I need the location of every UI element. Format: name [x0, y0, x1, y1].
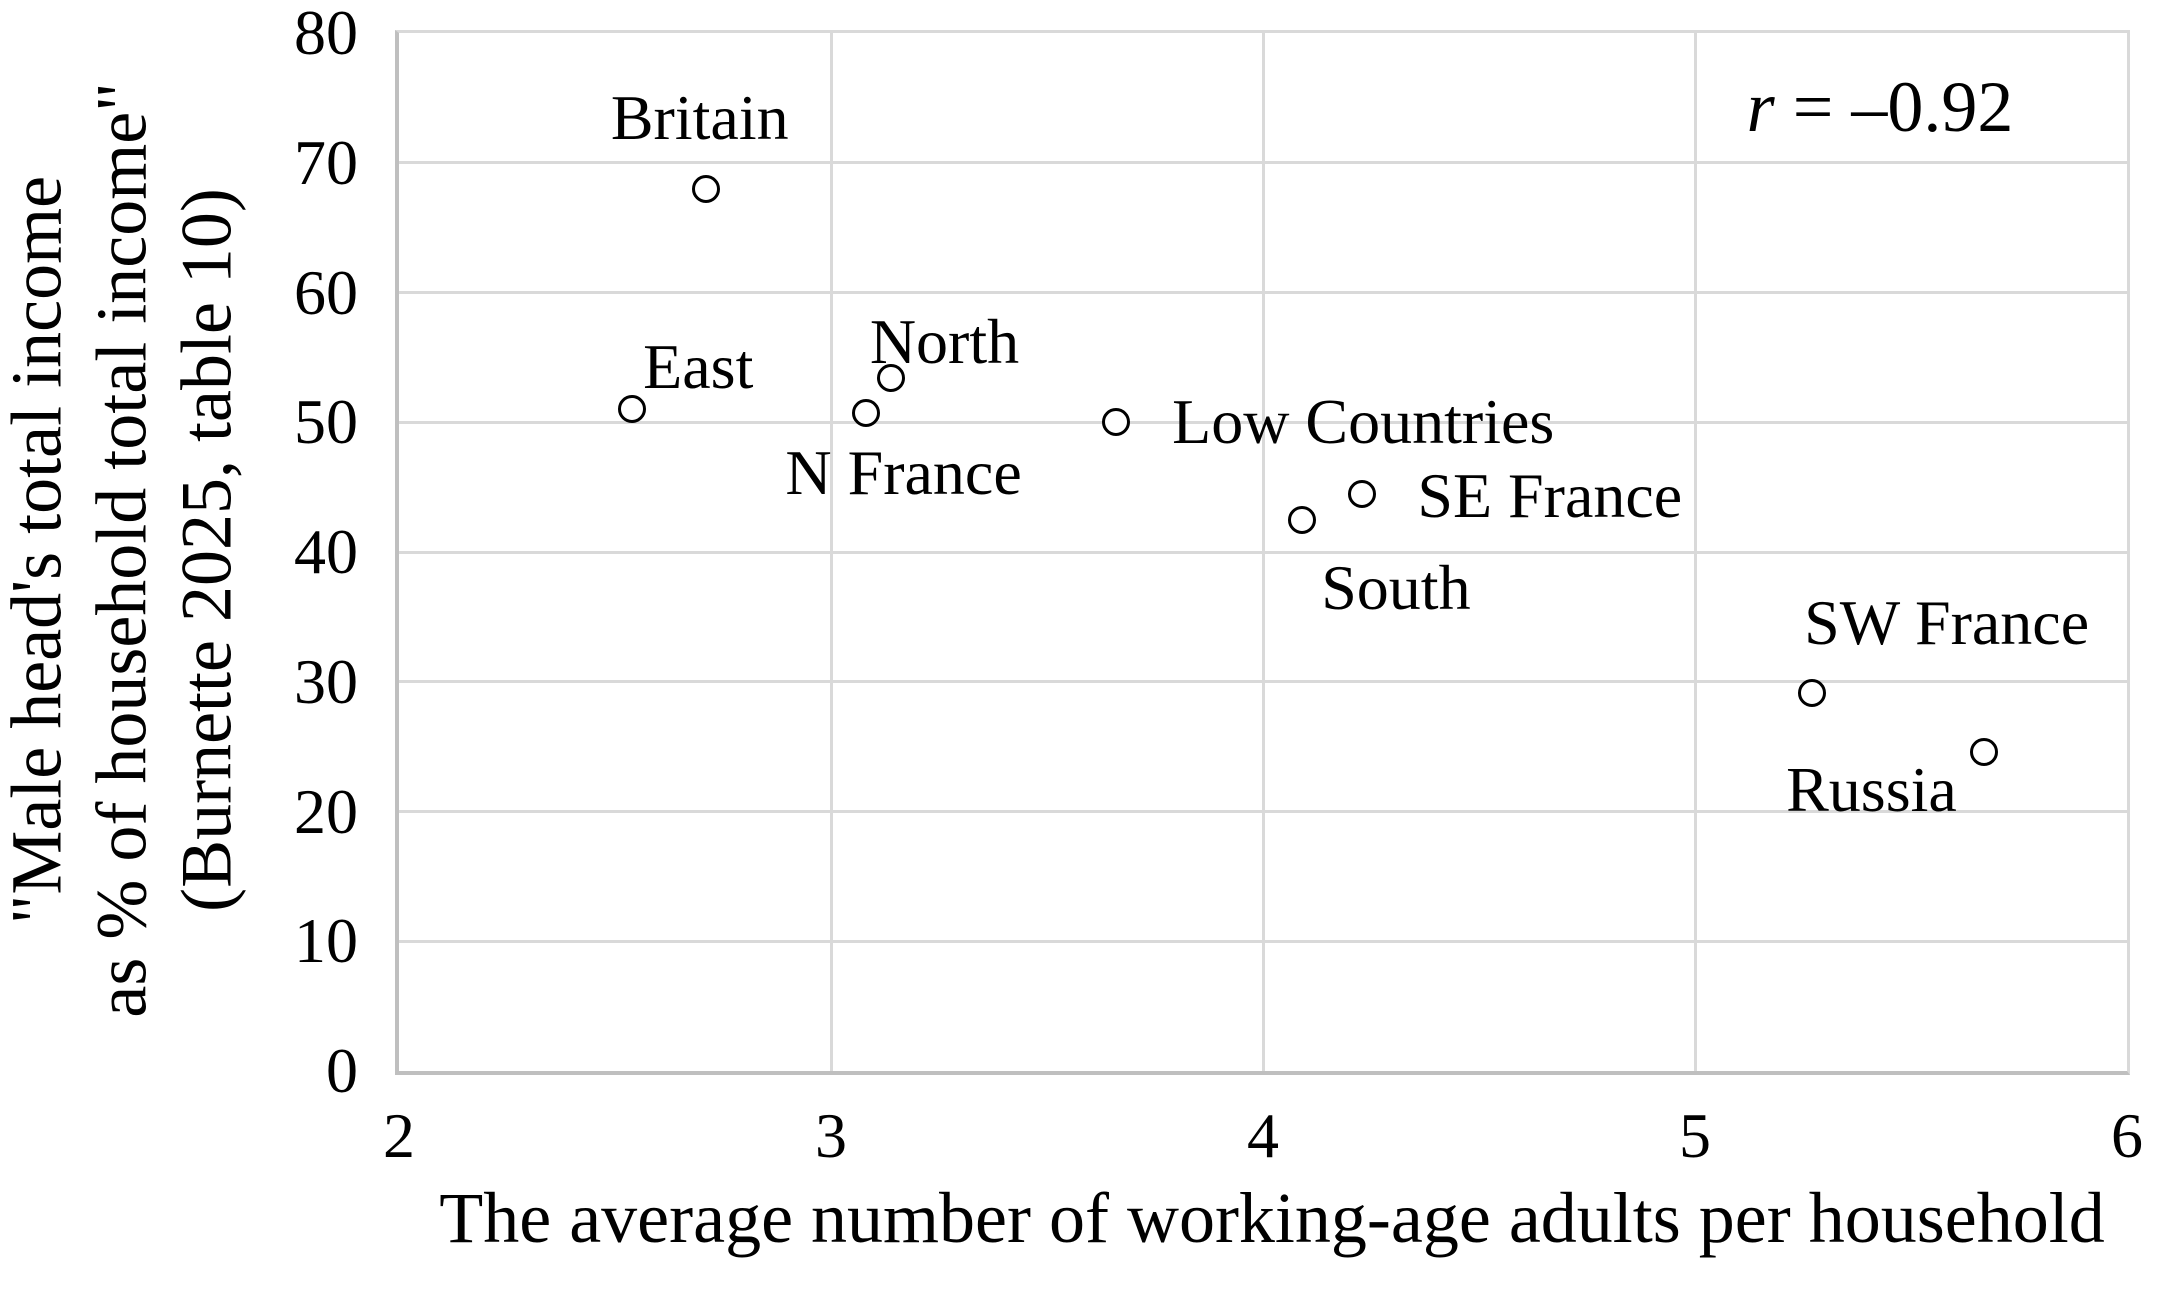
data-point-south	[1287, 505, 1316, 534]
x-tick-label-6: 6	[2111, 1100, 2143, 1171]
data-point-sw-france	[1797, 679, 1826, 708]
y-tick-label-50: 50	[294, 386, 358, 458]
horizontal-gridline	[399, 550, 2127, 554]
point-label-south: South	[1321, 551, 1471, 623]
data-point-se-france	[1348, 479, 1377, 508]
x-tick-label-3: 3	[815, 1100, 847, 1171]
y-tick-label-70: 70	[294, 126, 358, 198]
data-point-north	[877, 364, 906, 393]
point-label-low-countries: Low Countries	[1172, 386, 1555, 458]
data-point-low-countries	[1102, 408, 1131, 437]
y-tick-label-60: 60	[294, 256, 358, 328]
point-label-sw-france: SW France	[1804, 587, 2090, 659]
y-axis-title-line: (Burnette 2025, table 10)	[166, 188, 247, 912]
point-label-n-france: N France	[785, 437, 1022, 509]
y-tick-label-0: 0	[326, 1035, 358, 1106]
y-tick-label-20: 20	[294, 775, 358, 847]
correlation-annotation: r = –0.92	[1747, 71, 2014, 143]
y-axis-title: "Male head's total income as % of househo…	[0, 82, 249, 1017]
point-label-russia: Russia	[1786, 753, 1957, 825]
y-axis-title-line: "Male head's total income	[0, 175, 77, 925]
x-tick-label-2: 2	[383, 1100, 415, 1171]
horizontal-gridline	[399, 161, 2127, 165]
plot-area: Britain East North N France Low Countries SE …	[395, 30, 2130, 1075]
point-label-north: North	[869, 306, 1020, 378]
x-tick-label-5: 5	[1679, 1100, 1711, 1171]
correlation-symbol: r	[1746, 67, 1775, 147]
y-tick-label-40: 40	[294, 516, 358, 587]
point-label-britain: Britain	[610, 81, 789, 153]
point-label-se-france: SE France	[1417, 459, 1683, 531]
correlation-value: = –0.92	[1774, 67, 2014, 147]
horizontal-gridline	[399, 810, 2127, 813]
y-axis-title-line: as % of household total income"	[81, 82, 162, 1018]
data-point-n-france	[851, 399, 880, 428]
y-tick-label-80: 80	[294, 0, 358, 68]
y-tick-label-10: 10	[294, 905, 358, 977]
x-axis-title: The average number of working-age adults…	[439, 1178, 2105, 1258]
horizontal-gridline	[399, 291, 2127, 294]
point-label-east: East	[643, 331, 754, 403]
horizontal-gridline	[399, 420, 2127, 424]
data-point-russia	[1970, 737, 1999, 766]
data-point-britain	[691, 174, 720, 203]
horizontal-gridline	[399, 939, 2127, 943]
y-tick-label-30: 30	[294, 645, 358, 717]
horizontal-gridline	[399, 680, 2127, 684]
data-point-east	[618, 395, 647, 424]
x-tick-label-4: 4	[1247, 1100, 1279, 1171]
